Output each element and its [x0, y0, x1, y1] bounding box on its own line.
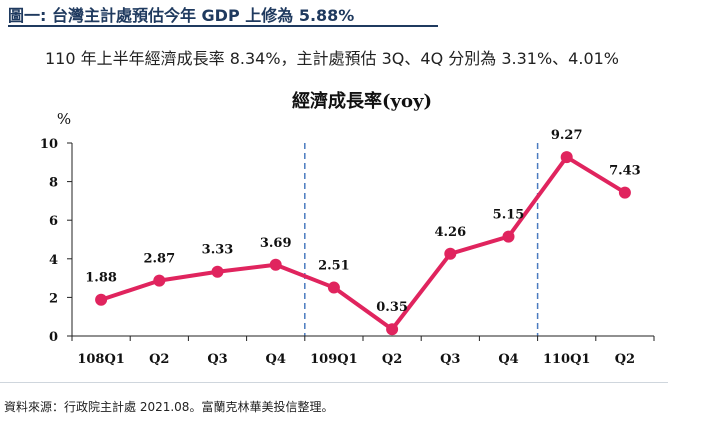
figure-subtitle: 110 年上半年經濟成長率 8.34%，主計處預估 3Q、4Q 分別為 3.31… [45, 49, 620, 68]
y-tick-label: 0 [49, 330, 58, 345]
data-label: 2.51 [318, 259, 350, 274]
x-tick-label: Q2 [382, 352, 402, 367]
data-point [95, 293, 108, 306]
x-tick-label: Q2 [149, 352, 169, 367]
data-labels: 1.88 2.87 3.33 3.69 2.51 0.35 4.26 5.15 9.27 7.43 [85, 128, 640, 315]
data-label: 1.88 [85, 271, 117, 286]
data-label: 4.26 [434, 225, 466, 240]
data-label: 5.15 [493, 208, 525, 223]
x-tick-label: 108Q1 [77, 352, 125, 367]
x-tick-label: 110Q1 [543, 352, 591, 367]
data-point [153, 274, 166, 287]
data-label: 3.33 [202, 243, 234, 258]
data-point [211, 265, 224, 278]
x-tick-label: 109Q1 [310, 352, 358, 367]
data-label: 0.35 [376, 300, 408, 315]
data-point [269, 258, 282, 271]
source-divider [0, 382, 668, 383]
y-tick-label: 8 [49, 176, 58, 191]
year-dividers [304, 143, 539, 336]
source-note: 資料來源：行政院主計處 2021.08。富蘭克林華美投信整理。 [4, 400, 334, 414]
x-tick-labels: 108Q1 Q2 Q3 Q4 109Q1 Q2 Q3 Q4 110Q1 Q2 [77, 352, 635, 367]
x-tick-label: Q3 [440, 352, 460, 367]
data-point [327, 281, 340, 294]
series-line [100, 155, 626, 332]
y-tick-label: 4 [49, 253, 58, 268]
series [95, 151, 631, 336]
data-label: 7.43 [609, 164, 641, 179]
x-tick-label: Q4 [266, 352, 286, 367]
x-tick-label: Q4 [498, 352, 518, 367]
x-tick-label: Q3 [207, 352, 227, 367]
data-label: 9.27 [551, 128, 583, 143]
data-point [502, 230, 515, 243]
data-point [618, 186, 631, 199]
y-tick-label: 2 [49, 291, 58, 306]
data-point [386, 323, 399, 336]
data-label: 3.69 [260, 236, 292, 251]
y-tick-label: 10 [40, 137, 58, 152]
y-tick-label: 6 [49, 214, 58, 229]
x-tick-label: Q2 [615, 352, 635, 367]
y-axis-unit: % [57, 110, 71, 128]
data-point [444, 247, 457, 260]
axes [67, 142, 655, 341]
figure-title: 圖一: 台灣主計處預估今年 GDP 上修為 5.88% [8, 6, 355, 25]
data-label: 2.87 [143, 252, 175, 267]
y-tick-labels: 0 2 4 6 8 10 [40, 137, 58, 345]
title-underline [8, 25, 438, 27]
chart-title: 經濟成長率(yoy) [292, 90, 432, 112]
data-point [560, 151, 573, 164]
